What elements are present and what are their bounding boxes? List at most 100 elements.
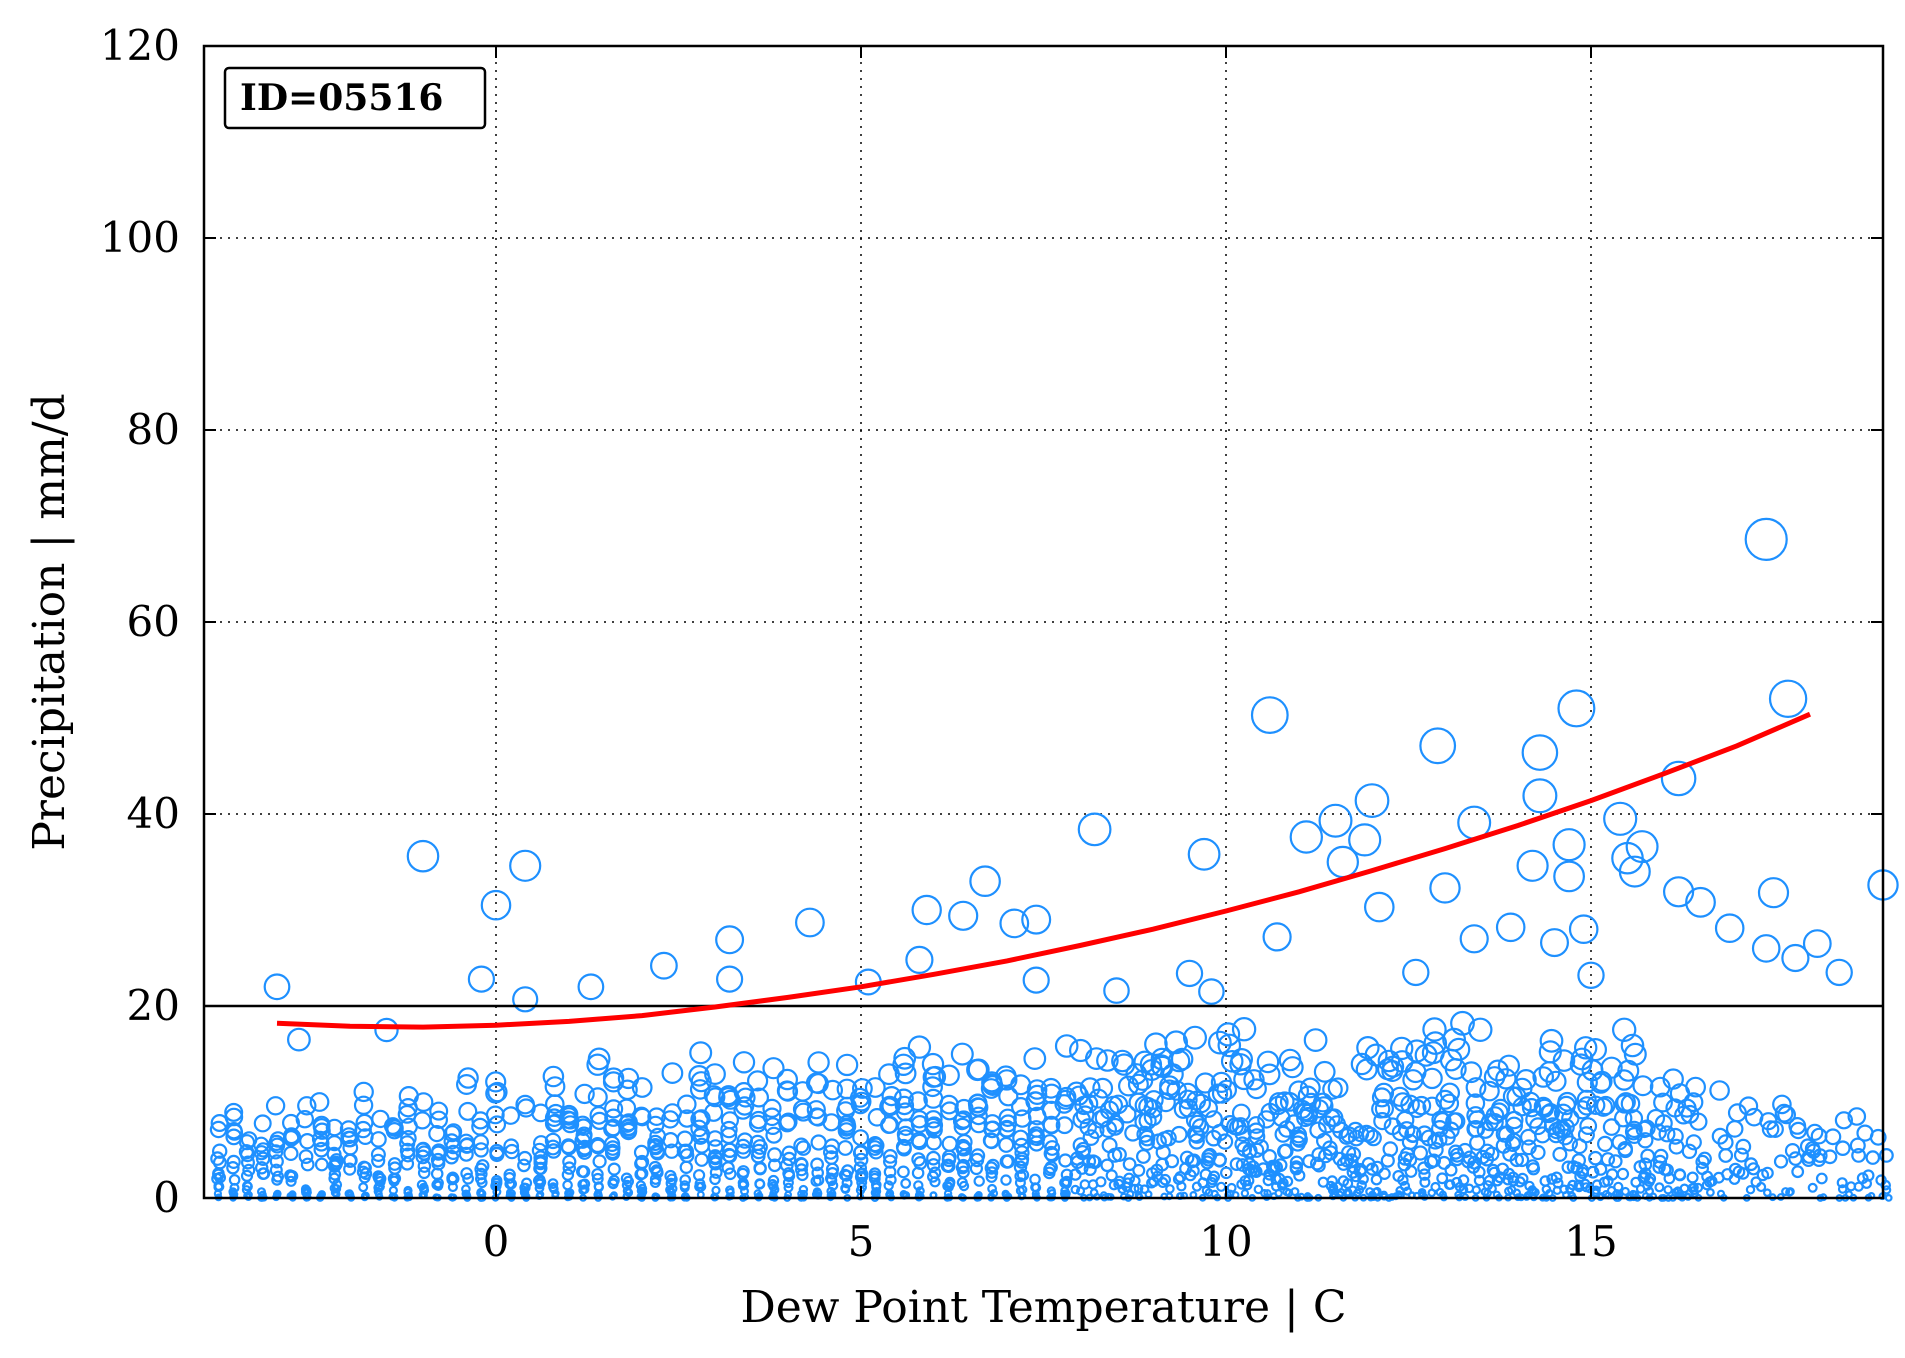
data-point	[1229, 1157, 1244, 1171]
data-point	[900, 1177, 912, 1189]
data-point	[1433, 1111, 1452, 1131]
data-point	[1654, 1182, 1665, 1193]
data-point	[1464, 1183, 1475, 1194]
data-point	[1284, 1114, 1303, 1133]
data-point	[489, 1143, 505, 1160]
data-point	[1111, 1049, 1134, 1073]
data-point	[517, 1158, 531, 1173]
data-point	[1461, 1154, 1476, 1169]
data-point	[284, 1128, 302, 1146]
data-point	[545, 1139, 561, 1156]
data-point	[798, 1184, 809, 1195]
data-point	[896, 1140, 912, 1157]
data-point	[1243, 1069, 1265, 1091]
outlier-point	[480, 889, 512, 921]
data-point	[1573, 1036, 1598, 1060]
data-point	[950, 1042, 974, 1066]
data-point	[1087, 1121, 1105, 1140]
data-point	[574, 1083, 595, 1105]
data-point	[1837, 1184, 1848, 1194]
outlier-point	[509, 849, 542, 882]
data-point	[1789, 1121, 1808, 1140]
data-point	[1539, 1028, 1564, 1053]
data-point	[1054, 1094, 1074, 1114]
data-point	[286, 1169, 299, 1183]
data-point	[677, 1109, 697, 1128]
data-point	[1617, 1142, 1634, 1159]
data-point	[388, 1175, 400, 1187]
data-point	[1373, 1111, 1392, 1131]
data-point	[632, 1106, 651, 1126]
data-point	[1781, 1187, 1791, 1197]
data-point	[1638, 1157, 1653, 1172]
data-point	[1172, 1173, 1185, 1185]
data-point	[1289, 1135, 1306, 1152]
data-point	[1188, 1126, 1206, 1144]
outlier-point	[1402, 958, 1430, 987]
data-point	[1451, 1176, 1463, 1188]
data-point	[637, 1183, 648, 1194]
data-point	[370, 1146, 386, 1162]
data-point	[894, 1095, 915, 1116]
outlier-point	[911, 894, 942, 926]
data-point	[1364, 1043, 1388, 1067]
data-point	[1431, 1120, 1449, 1138]
data-point	[1328, 1182, 1339, 1193]
data-point	[721, 1161, 735, 1175]
data-point	[1242, 1162, 1256, 1176]
data-point	[1458, 1184, 1469, 1195]
scatter-points	[209, 1010, 1894, 1202]
outlier-point	[1618, 855, 1651, 888]
data-point	[973, 1175, 985, 1187]
data-point	[733, 1100, 753, 1120]
data-point	[1402, 1152, 1418, 1168]
data-point	[443, 1125, 461, 1143]
data-point	[534, 1183, 545, 1193]
data-point	[1111, 1146, 1127, 1162]
data-point	[1526, 1162, 1541, 1176]
fit-curve	[276, 711, 1811, 1030]
data-point	[1220, 1166, 1233, 1180]
data-point	[1268, 1095, 1288, 1116]
data-point	[1495, 1137, 1512, 1154]
data-point	[1576, 1089, 1597, 1110]
data-point	[692, 1169, 706, 1182]
data-point	[416, 1145, 432, 1161]
data-point	[998, 1108, 1017, 1128]
data-point	[345, 1189, 354, 1198]
data-point	[1289, 1160, 1304, 1174]
id-annotation-border	[223, 66, 487, 130]
data-point	[810, 1175, 822, 1187]
outlier-point	[1354, 783, 1390, 818]
data-point	[940, 1101, 960, 1121]
data-point	[814, 1189, 823, 1198]
outlier-point	[374, 1017, 399, 1043]
data-point	[794, 1163, 808, 1177]
data-point	[374, 1172, 387, 1185]
data-point	[1089, 1188, 1099, 1197]
data-point	[1746, 1162, 1761, 1176]
data-point	[754, 1178, 766, 1190]
y-tick-label-3: 60	[127, 597, 180, 646]
data-point	[225, 1121, 243, 1140]
data-point	[268, 1144, 284, 1160]
data-point	[587, 1087, 608, 1108]
data-point	[447, 1172, 460, 1185]
data-point	[1614, 1094, 1635, 1114]
data-point	[1594, 1162, 1608, 1176]
data-point	[1212, 1153, 1227, 1168]
data-point	[326, 1134, 343, 1152]
data-point	[343, 1162, 357, 1176]
data-point	[1013, 1160, 1028, 1174]
data-point	[1490, 1098, 1511, 1119]
x-tick-label-0: 0	[483, 1217, 510, 1266]
data-point	[565, 1188, 575, 1197]
data-point	[506, 1192, 515, 1201]
data-point	[1322, 1108, 1341, 1128]
data-point	[1845, 1181, 1857, 1192]
data-point	[1653, 1092, 1673, 1113]
data-point	[1735, 1138, 1752, 1155]
data-point	[1419, 1176, 1431, 1188]
data-point	[967, 1058, 990, 1081]
data-point	[373, 1186, 383, 1196]
